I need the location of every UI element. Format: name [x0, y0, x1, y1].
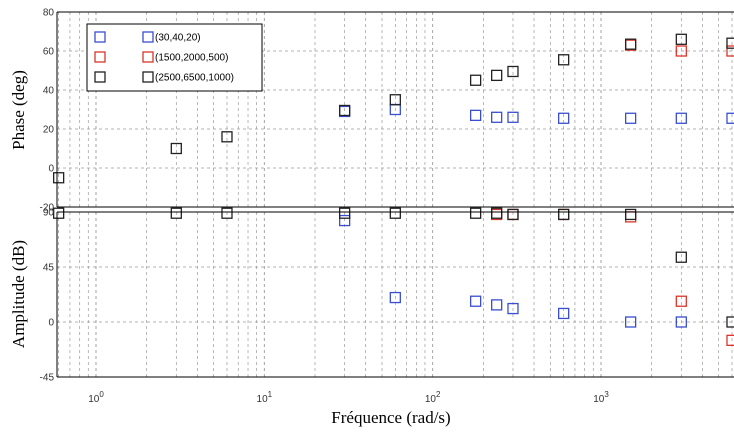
amplitude-series-1-point: [675, 316, 687, 328]
amplitude-series-1-point: [469, 295, 482, 307]
legend-entries: (30,40,20) (1500,2000,500) (2500,6500,1000…: [94, 31, 234, 84]
phase-y-tick-label: 60: [43, 47, 55, 58]
phase-series-1-point: [726, 112, 734, 124]
amplitude-series-2-point: [726, 334, 734, 346]
amplitude-series-1-point: [389, 291, 401, 304]
phase-series-3-point: [221, 131, 233, 143]
phase-y-tick-label: 40: [43, 86, 55, 97]
legend-marker-left: [94, 71, 106, 83]
x-tick-label: 100: [88, 390, 104, 405]
amplitude-series-2-point: [675, 295, 687, 307]
phase-series-3-point: [726, 37, 734, 49]
phase-series-3-point: [507, 65, 519, 78]
x-axis-label: Fréquence (rad/s): [331, 408, 450, 427]
phase-series-1-point: [469, 109, 482, 121]
legend-marker: [142, 31, 154, 43]
amplitude-grid: [57, 212, 734, 377]
amplitude-series-3-point: [469, 207, 482, 219]
amplitude-y-tick-label: 0: [48, 318, 54, 329]
phase-y-tick-label: 0: [48, 164, 54, 175]
legend-marker-left: [94, 51, 106, 63]
legend-marker: [142, 51, 154, 63]
legend-marker: [142, 71, 154, 83]
phase-y-axis-label: Phase (deg): [9, 70, 28, 150]
x-tick-label: 101: [257, 390, 273, 405]
phase-series-2-point: [675, 45, 687, 57]
phase-series-3-point: [469, 74, 482, 86]
phase-series-3-point: [624, 38, 637, 50]
amplitude-marks: [53, 207, 734, 346]
legend-box: [86, 23, 263, 92]
phase-y-tick-label: 80: [43, 8, 55, 19]
legend: (30,40,20) (1500,2000,500) (2500,6500,1000…: [86, 23, 263, 92]
amplitude-y-tick-label: -45: [40, 373, 55, 384]
phase-series-3-point: [53, 172, 65, 184]
phase-series-3-point: [389, 94, 401, 106]
amplitude-y-tick-label: 90: [43, 208, 55, 219]
x-tick-label: 103: [593, 390, 609, 405]
amplitude-series-3-point: [507, 208, 519, 221]
amplitude-series-3-point: [221, 207, 233, 219]
phase-series-2-point: [726, 45, 734, 57]
phase-series-1-point: [491, 111, 503, 123]
phase-series-3-point: [170, 142, 182, 155]
phase-series-3-point: [675, 33, 687, 45]
phase-series-1-point: [675, 112, 687, 124]
amplitude-y-axis-label: Amplitude (dB): [9, 240, 28, 348]
amplitude-panel: -45 0 45 90: [40, 208, 734, 384]
legend-label: (30,40,20): [155, 33, 201, 44]
phase-y-tick-label: 20: [43, 125, 55, 136]
phase-series-1-point: [507, 111, 519, 123]
legend-marker-left: [94, 31, 106, 43]
phase-series-1-point: [624, 112, 637, 124]
x-tick-labels: 100 101 102 103: [88, 390, 609, 405]
legend-label: (1500,2000,500): [155, 53, 228, 64]
x-tick-label: 102: [425, 390, 441, 405]
amplitude-series-1-point: [507, 302, 519, 315]
amplitude-series-1-point: [558, 307, 570, 320]
amplitude-y-ticks: -45 0 45 90: [40, 208, 55, 384]
amplitude-series-3-point: [558, 208, 570, 221]
amplitude-series-3-point: [491, 207, 503, 219]
amplitude-series-3-point: [53, 207, 65, 219]
amplitude-series-3-point: [170, 207, 182, 219]
phase-y-ticks: -20 0 20 40 60 80: [40, 8, 55, 214]
amplitude-series-3-point: [389, 207, 401, 219]
amplitude-series-3-point: [624, 208, 637, 221]
phase-series-3-point: [558, 54, 570, 66]
amplitude-series-1-point: [338, 214, 351, 227]
phase-series-3-point: [338, 104, 351, 117]
phase-series-1-point: [558, 112, 570, 124]
amplitude-series-1-point: [624, 316, 637, 328]
legend-label: (2500,6500,1000): [155, 73, 234, 84]
amplitude-series-3-point: [338, 207, 351, 219]
amplitude-series-3-point: [675, 251, 687, 263]
phase-y-tick-label: -20: [40, 203, 55, 214]
phase-marks: [53, 33, 734, 184]
amplitude-series-3-point: [726, 316, 734, 328]
phase-series-3-point: [491, 69, 503, 82]
amplitude-y-tick-label: 45: [43, 263, 55, 274]
amplitude-series-1-point: [491, 299, 503, 311]
